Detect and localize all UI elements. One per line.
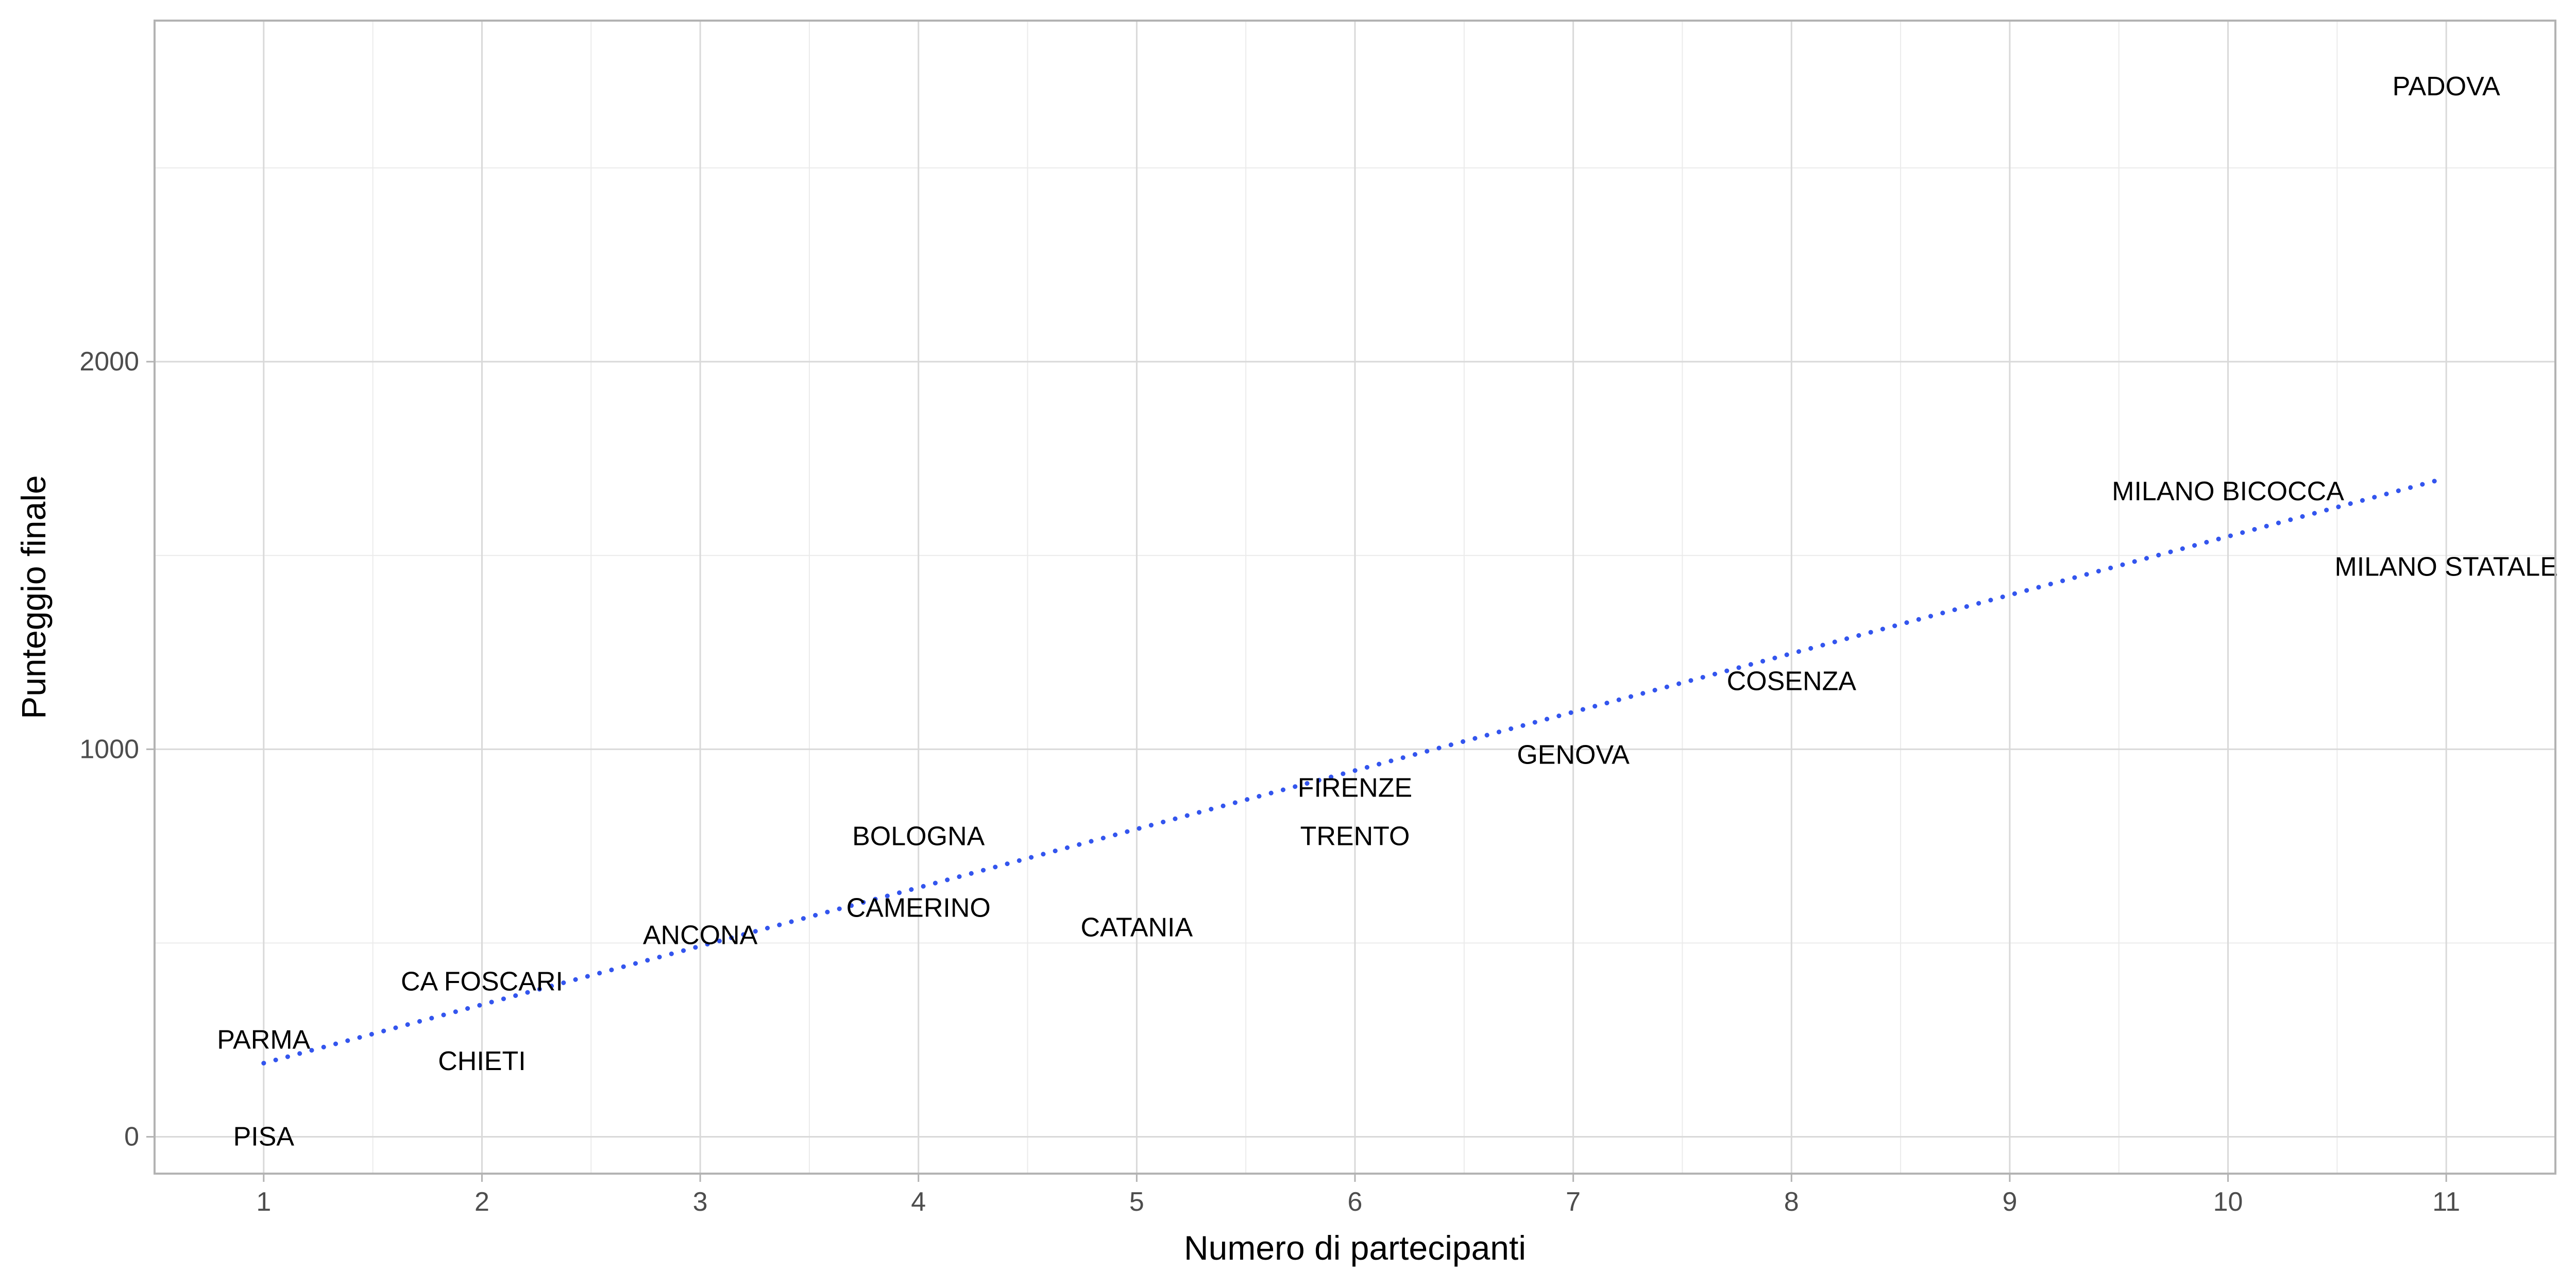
point-label: CHIETI (438, 1046, 526, 1076)
point-label: TRENTO (1300, 822, 1410, 852)
y-axis-title: Punteggio finale (14, 475, 53, 719)
point-labels-layer: PADOVA MILANO BICOCCA MILANO STATALE COSENZ… (217, 72, 2558, 1152)
point-label: BOLOGNA (852, 822, 985, 852)
y-tick-label: 0 (124, 1122, 139, 1152)
y-axis-ticks: 0 1000 2000 (79, 347, 155, 1152)
x-tick-label: 4 (911, 1187, 926, 1217)
point-label: CAMERINO (846, 893, 991, 923)
point-label: PARMA (217, 1025, 310, 1055)
major-gridlines (155, 21, 2555, 1174)
x-tick-label: 7 (1566, 1187, 1581, 1217)
trend-line-layer (261, 476, 2449, 1066)
x-tick-label: 2 (474, 1187, 489, 1217)
y-tick-label: 1000 (79, 734, 139, 764)
point-label: MILANO BICOCCA (2112, 477, 2344, 506)
point-label: PISA (233, 1122, 295, 1152)
point-label: ANCONA (643, 920, 758, 950)
point-label: CATANIA (1081, 912, 1193, 942)
x-tick-label: 6 (1348, 1187, 1363, 1217)
x-tick-label: 10 (2213, 1187, 2243, 1217)
point-label: FIRENZE (1298, 773, 1412, 803)
x-axis-ticks: 1 2 3 4 5 6 7 8 9 10 11 (256, 1174, 2460, 1217)
x-tick-label: 1 (256, 1187, 271, 1217)
x-tick-label: 5 (1129, 1187, 1144, 1217)
x-tick-label: 11 (2432, 1187, 2460, 1217)
trend-line (261, 476, 2449, 1066)
x-tick-label: 8 (1784, 1187, 1799, 1217)
x-tick-label: 3 (693, 1187, 708, 1217)
point-label: PADOVA (2393, 72, 2500, 101)
point-label: CA FOSCARI (401, 967, 563, 997)
point-label: GENOVA (1517, 740, 1630, 770)
x-tick-label: 9 (2002, 1187, 2017, 1217)
point-label: COSENZA (1727, 667, 1857, 697)
y-tick-label: 2000 (79, 347, 139, 377)
point-label: MILANO STATALE (2334, 552, 2557, 582)
x-axis-title: Numero di partecipanti (1184, 1229, 1526, 1267)
